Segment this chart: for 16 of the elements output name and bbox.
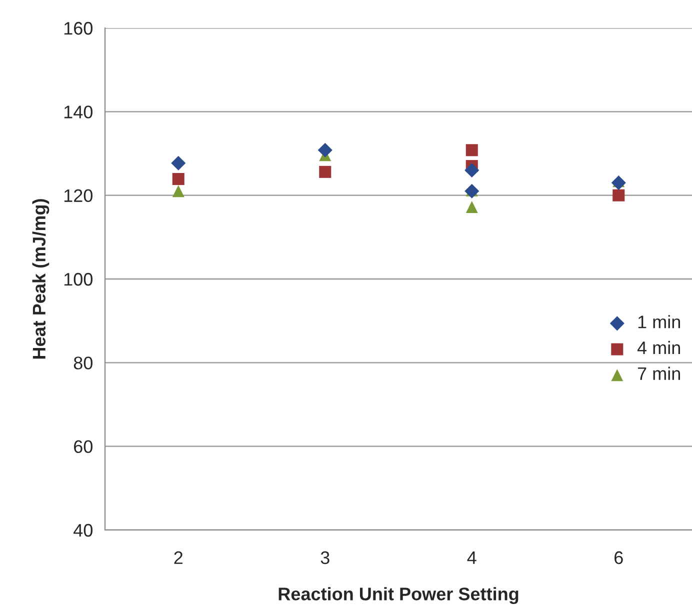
x-tick-label: 4: [467, 551, 476, 564]
y-tick-label: 60: [74, 440, 92, 454]
legend-label: 1 min: [638, 315, 680, 328]
y-tick-label: 120: [64, 189, 92, 202]
y-axis-title: Heat Peak (mJ/mg): [32, 199, 50, 359]
legend-label: 4 min: [637, 340, 680, 354]
y-tick-label: 40: [74, 524, 92, 537]
x-tick-label: 3: [320, 551, 330, 564]
legend-label: 7 min: [638, 366, 680, 380]
y-tick-label: 100: [64, 272, 92, 286]
y-tick-label: 160: [64, 22, 92, 35]
x-tick-label: 2: [174, 551, 182, 564]
x-axis-title: Reaction Unit Power Setting: [278, 587, 518, 604]
y-tick-label: 140: [64, 106, 92, 118]
x-tick-label: 6: [614, 551, 623, 564]
y-tick-label: 80: [74, 356, 92, 370]
